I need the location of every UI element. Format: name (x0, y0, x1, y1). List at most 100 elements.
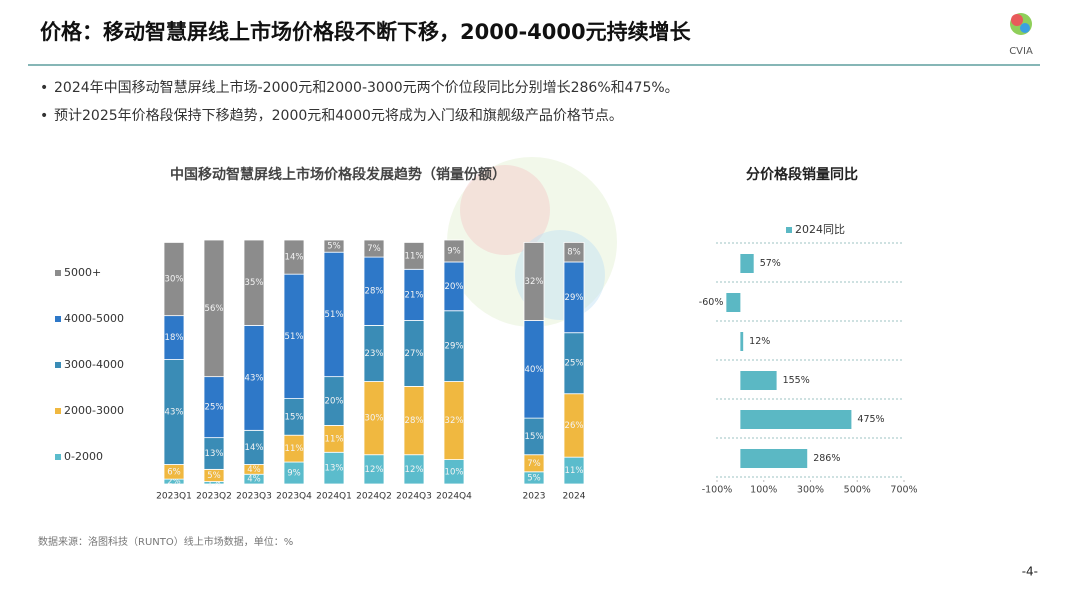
data-label: 14% (245, 443, 264, 453)
source-note: 数据来源：洛图科技（RUNTO）线上市场数据，单位：% (38, 535, 293, 548)
data-label: 9% (447, 246, 461, 256)
data-label: 23% (365, 349, 384, 359)
data-label: 26% (565, 421, 584, 431)
data-label: 11% (405, 251, 424, 261)
bar (740, 254, 754, 273)
legend-label: 0-2000 (64, 450, 103, 463)
data-label: -60% (699, 297, 724, 308)
data-label: 12% (365, 465, 384, 475)
data-label: 32% (525, 277, 544, 287)
logo-mark (1011, 14, 1023, 26)
legend-swatch (55, 316, 61, 322)
data-label: 9% (287, 469, 301, 479)
bar (740, 449, 808, 468)
data-label: 43% (245, 373, 264, 383)
legend-label: 2024同比 (795, 223, 845, 236)
data-label: 43% (165, 408, 184, 418)
bullet-dot: • (40, 108, 48, 124)
bar-segment (363, 239, 385, 258)
x-tick-label: 2024Q1 (316, 492, 352, 502)
data-label: 7% (527, 459, 541, 469)
bar-segment (403, 242, 425, 270)
legend-swatch (55, 408, 61, 414)
bar-segment (203, 239, 225, 378)
bullet-dot: • (40, 80, 48, 96)
x-tick-label: 700% (890, 485, 917, 496)
data-label: 28% (365, 287, 384, 297)
bullet: 2024年中国移动智慧屏线上市场-2000元和2000-3000元两个价位段同比… (54, 79, 679, 96)
bar (740, 410, 852, 429)
data-label: 40% (525, 365, 544, 375)
data-label: 28% (405, 416, 424, 426)
x-tick-label: 2023Q3 (236, 492, 272, 502)
x-tick-label: 2024 (563, 492, 586, 502)
data-label: 12% (405, 465, 424, 475)
data-label: 475% (857, 414, 884, 425)
data-label: 20% (325, 397, 344, 407)
data-label: 51% (285, 332, 304, 342)
data-label: 51% (325, 310, 344, 320)
data-label: 10% (445, 467, 464, 477)
data-label: 5% (327, 242, 341, 252)
data-label: 5% (527, 473, 541, 483)
data-label: 29% (445, 342, 464, 352)
data-label: 11% (285, 444, 304, 454)
slide-title: 价格：移动智慧屏线上市场价格段不断下移，2000-4000元持续增长 (40, 20, 692, 44)
bar-segment (523, 242, 545, 321)
data-label: 35% (245, 278, 264, 288)
chart-title: 中国移动智慧屏线上市场价格段发展趋势（销量份额） (170, 166, 506, 183)
data-label: 57% (760, 258, 781, 269)
x-tick-label: 2024Q4 (436, 492, 472, 502)
bar-segment (323, 239, 345, 253)
logo-text: CVIA (1009, 46, 1033, 57)
data-label: 25% (205, 403, 224, 413)
legend-label: 4000-5000 (64, 312, 124, 325)
data-label: 7% (367, 244, 381, 254)
x-tick-label: 2023 (523, 492, 546, 502)
x-tick-label: 2023Q1 (156, 492, 192, 502)
data-label: 12% (749, 336, 770, 347)
data-label: 32% (445, 416, 464, 426)
data-label: 20% (445, 282, 464, 292)
data-label: 15% (285, 412, 304, 422)
data-label: 5% (207, 471, 221, 481)
legend-swatch (55, 454, 61, 460)
legend-swatch (786, 227, 792, 233)
x-tick-label: 300% (797, 485, 824, 496)
data-label: 155% (783, 375, 810, 386)
data-label: 21% (405, 290, 424, 300)
legend-label: 2000-3000 (64, 404, 124, 417)
data-label: 4% (247, 465, 261, 475)
legend-swatch (55, 362, 61, 368)
x-tick-label: 2023Q4 (276, 492, 312, 502)
data-label: 14% (285, 253, 304, 263)
data-label: 27% (405, 349, 424, 359)
bar-segment (283, 239, 305, 275)
x-tick-label: 2023Q2 (196, 492, 232, 502)
data-label: 30% (365, 414, 384, 424)
data-label: 2% (167, 477, 181, 487)
data-label: 8% (567, 248, 581, 258)
chart-title: 分价格段销量同比 (746, 166, 858, 183)
bar-segment (163, 242, 185, 317)
legend-label: 5000+ (64, 266, 101, 279)
data-label: 11% (565, 466, 584, 476)
watermark (460, 165, 550, 255)
data-label: 15% (525, 432, 544, 442)
logo-mark (1020, 23, 1030, 33)
bullet: 预计2025年价格段保持下移趋势，2000元和4000元将成为入门级和旗舰级产品… (54, 108, 623, 124)
bar (740, 371, 777, 390)
x-tick-label: 2024Q3 (396, 492, 432, 502)
bar-segment (563, 242, 585, 263)
data-label: 11% (325, 434, 344, 444)
page-number: -4- (1022, 565, 1038, 579)
x-tick-label: 500% (844, 485, 871, 496)
data-label: 6% (167, 467, 181, 477)
data-label: 30% (165, 275, 184, 285)
legend-swatch (55, 270, 61, 276)
data-label: 29% (565, 293, 584, 303)
x-tick-label: 2024Q2 (356, 492, 392, 502)
bar-segment (443, 239, 465, 263)
data-label: 25% (565, 359, 584, 369)
